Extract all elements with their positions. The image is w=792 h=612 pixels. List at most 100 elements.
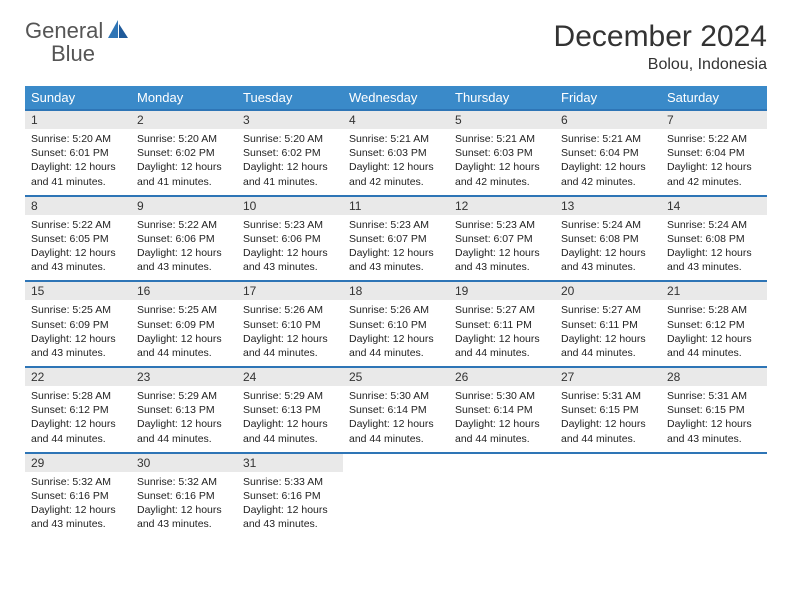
- day-number: 14: [661, 197, 767, 215]
- day-number: 7: [661, 111, 767, 129]
- month-title: December 2024: [554, 20, 767, 54]
- day-data: Sunrise: 5:28 AMSunset: 6:12 PMDaylight:…: [25, 386, 131, 452]
- day-number: 5: [449, 111, 555, 129]
- day-data: Sunrise: 5:22 AMSunset: 6:05 PMDaylight:…: [25, 215, 131, 281]
- week-row: 29Sunrise: 5:32 AMSunset: 6:16 PMDayligh…: [25, 453, 767, 538]
- day-cell: 21Sunrise: 5:28 AMSunset: 6:12 PMDayligh…: [661, 281, 767, 367]
- day-data: Sunrise: 5:21 AMSunset: 6:03 PMDaylight:…: [343, 129, 449, 195]
- day-number: 11: [343, 197, 449, 215]
- calendar-table: SundayMondayTuesdayWednesdayThursdayFrid…: [25, 86, 767, 537]
- day-data: Sunrise: 5:30 AMSunset: 6:14 PMDaylight:…: [449, 386, 555, 452]
- day-data: Sunrise: 5:32 AMSunset: 6:16 PMDaylight:…: [25, 472, 131, 538]
- day-cell: 3Sunrise: 5:20 AMSunset: 6:02 PMDaylight…: [237, 110, 343, 196]
- day-cell: 28Sunrise: 5:31 AMSunset: 6:15 PMDayligh…: [661, 367, 767, 453]
- day-cell: 22Sunrise: 5:28 AMSunset: 6:12 PMDayligh…: [25, 367, 131, 453]
- day-data: Sunrise: 5:22 AMSunset: 6:06 PMDaylight:…: [131, 215, 237, 281]
- week-row: 22Sunrise: 5:28 AMSunset: 6:12 PMDayligh…: [25, 367, 767, 453]
- day-data: Sunrise: 5:21 AMSunset: 6:03 PMDaylight:…: [449, 129, 555, 195]
- day-data: Sunrise: 5:20 AMSunset: 6:02 PMDaylight:…: [131, 129, 237, 195]
- day-cell: 5Sunrise: 5:21 AMSunset: 6:03 PMDaylight…: [449, 110, 555, 196]
- day-number: 8: [25, 197, 131, 215]
- day-number: 29: [25, 454, 131, 472]
- day-data: Sunrise: 5:20 AMSunset: 6:02 PMDaylight:…: [237, 129, 343, 195]
- day-cell: 1Sunrise: 5:20 AMSunset: 6:01 PMDaylight…: [25, 110, 131, 196]
- day-cell: 19Sunrise: 5:27 AMSunset: 6:11 PMDayligh…: [449, 281, 555, 367]
- day-cell: 15Sunrise: 5:25 AMSunset: 6:09 PMDayligh…: [25, 281, 131, 367]
- day-cell: [661, 453, 767, 538]
- day-cell: [343, 453, 449, 538]
- day-data: Sunrise: 5:32 AMSunset: 6:16 PMDaylight:…: [131, 472, 237, 538]
- day-cell: 6Sunrise: 5:21 AMSunset: 6:04 PMDaylight…: [555, 110, 661, 196]
- day-data: Sunrise: 5:23 AMSunset: 6:07 PMDaylight:…: [449, 215, 555, 281]
- day-number: 28: [661, 368, 767, 386]
- day-data: Sunrise: 5:31 AMSunset: 6:15 PMDaylight:…: [555, 386, 661, 452]
- day-number: 22: [25, 368, 131, 386]
- day-cell: 18Sunrise: 5:26 AMSunset: 6:10 PMDayligh…: [343, 281, 449, 367]
- day-number: 16: [131, 282, 237, 300]
- sail-icon: [108, 20, 130, 43]
- day-number: 12: [449, 197, 555, 215]
- day-data: Sunrise: 5:23 AMSunset: 6:06 PMDaylight:…: [237, 215, 343, 281]
- day-data: Sunrise: 5:27 AMSunset: 6:11 PMDaylight:…: [555, 300, 661, 366]
- day-cell: 16Sunrise: 5:25 AMSunset: 6:09 PMDayligh…: [131, 281, 237, 367]
- day-data: Sunrise: 5:30 AMSunset: 6:14 PMDaylight:…: [343, 386, 449, 452]
- logo-text: General Blue: [25, 20, 130, 66]
- day-data: Sunrise: 5:21 AMSunset: 6:04 PMDaylight:…: [555, 129, 661, 195]
- day-number: 26: [449, 368, 555, 386]
- day-data: Sunrise: 5:29 AMSunset: 6:13 PMDaylight:…: [237, 386, 343, 452]
- day-number: 24: [237, 368, 343, 386]
- day-number: 2: [131, 111, 237, 129]
- week-row: 15Sunrise: 5:25 AMSunset: 6:09 PMDayligh…: [25, 281, 767, 367]
- day-cell: 25Sunrise: 5:30 AMSunset: 6:14 PMDayligh…: [343, 367, 449, 453]
- day-cell: 7Sunrise: 5:22 AMSunset: 6:04 PMDaylight…: [661, 110, 767, 196]
- day-number: 21: [661, 282, 767, 300]
- day-number: 13: [555, 197, 661, 215]
- day-data: Sunrise: 5:27 AMSunset: 6:11 PMDaylight:…: [449, 300, 555, 366]
- dow-header: Wednesday: [343, 86, 449, 110]
- dow-header: Thursday: [449, 86, 555, 110]
- day-data: Sunrise: 5:28 AMSunset: 6:12 PMDaylight:…: [661, 300, 767, 366]
- day-number: 6: [555, 111, 661, 129]
- day-cell: 2Sunrise: 5:20 AMSunset: 6:02 PMDaylight…: [131, 110, 237, 196]
- day-cell: 12Sunrise: 5:23 AMSunset: 6:07 PMDayligh…: [449, 196, 555, 282]
- dow-header: Monday: [131, 86, 237, 110]
- day-cell: 31Sunrise: 5:33 AMSunset: 6:16 PMDayligh…: [237, 453, 343, 538]
- day-data: Sunrise: 5:31 AMSunset: 6:15 PMDaylight:…: [661, 386, 767, 452]
- day-data: Sunrise: 5:24 AMSunset: 6:08 PMDaylight:…: [555, 215, 661, 281]
- day-cell: [555, 453, 661, 538]
- location: Bolou, Indonesia: [554, 56, 767, 74]
- day-cell: 29Sunrise: 5:32 AMSunset: 6:16 PMDayligh…: [25, 453, 131, 538]
- day-cell: 17Sunrise: 5:26 AMSunset: 6:10 PMDayligh…: [237, 281, 343, 367]
- logo-word-blue: Blue: [51, 41, 95, 66]
- dow-row: SundayMondayTuesdayWednesdayThursdayFrid…: [25, 86, 767, 110]
- day-data: Sunrise: 5:22 AMSunset: 6:04 PMDaylight:…: [661, 129, 767, 195]
- day-cell: 26Sunrise: 5:30 AMSunset: 6:14 PMDayligh…: [449, 367, 555, 453]
- day-cell: 24Sunrise: 5:29 AMSunset: 6:13 PMDayligh…: [237, 367, 343, 453]
- logo: General Blue: [25, 20, 130, 66]
- dow-header: Tuesday: [237, 86, 343, 110]
- day-cell: 20Sunrise: 5:27 AMSunset: 6:11 PMDayligh…: [555, 281, 661, 367]
- day-cell: 27Sunrise: 5:31 AMSunset: 6:15 PMDayligh…: [555, 367, 661, 453]
- day-number: 4: [343, 111, 449, 129]
- day-number: 27: [555, 368, 661, 386]
- day-number: 23: [131, 368, 237, 386]
- day-cell: 23Sunrise: 5:29 AMSunset: 6:13 PMDayligh…: [131, 367, 237, 453]
- day-cell: 13Sunrise: 5:24 AMSunset: 6:08 PMDayligh…: [555, 196, 661, 282]
- day-cell: 10Sunrise: 5:23 AMSunset: 6:06 PMDayligh…: [237, 196, 343, 282]
- day-cell: 30Sunrise: 5:32 AMSunset: 6:16 PMDayligh…: [131, 453, 237, 538]
- logo-word-general: General: [25, 18, 103, 43]
- week-row: 8Sunrise: 5:22 AMSunset: 6:05 PMDaylight…: [25, 196, 767, 282]
- day-data: Sunrise: 5:29 AMSunset: 6:13 PMDaylight:…: [131, 386, 237, 452]
- day-number: 15: [25, 282, 131, 300]
- day-number: 3: [237, 111, 343, 129]
- day-data: Sunrise: 5:25 AMSunset: 6:09 PMDaylight:…: [25, 300, 131, 366]
- day-data: Sunrise: 5:20 AMSunset: 6:01 PMDaylight:…: [25, 129, 131, 195]
- day-cell: 14Sunrise: 5:24 AMSunset: 6:08 PMDayligh…: [661, 196, 767, 282]
- day-number: 9: [131, 197, 237, 215]
- day-number: 17: [237, 282, 343, 300]
- day-data: Sunrise: 5:23 AMSunset: 6:07 PMDaylight:…: [343, 215, 449, 281]
- day-data: Sunrise: 5:24 AMSunset: 6:08 PMDaylight:…: [661, 215, 767, 281]
- day-number: 20: [555, 282, 661, 300]
- day-number: 25: [343, 368, 449, 386]
- day-number: 18: [343, 282, 449, 300]
